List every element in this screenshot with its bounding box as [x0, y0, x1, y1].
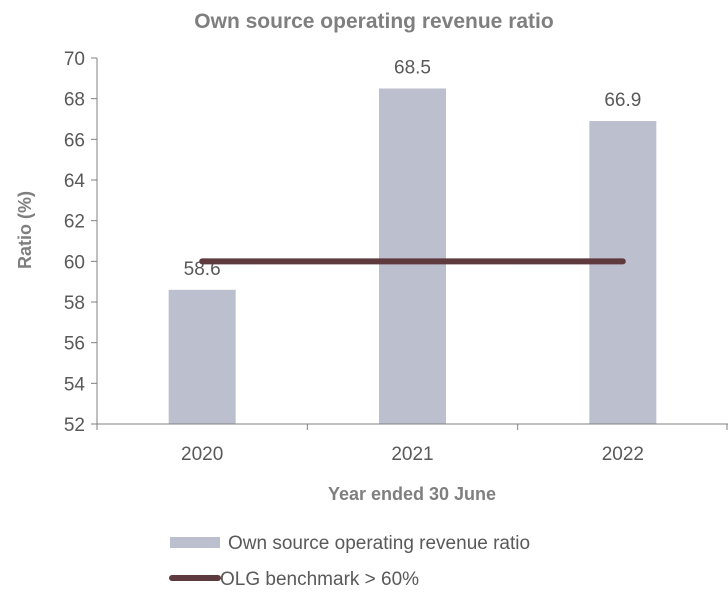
y-tick-label: 62 — [64, 212, 85, 233]
bar-series — [168, 88, 657, 425]
x-tick-label: 2021 — [391, 444, 433, 465]
y-tick-label: 56 — [64, 334, 85, 355]
y-axis: 52 54 56 58 60 62 64 66 68 70 — [64, 49, 98, 436]
bar — [379, 88, 446, 424]
y-tick-label: 60 — [64, 252, 85, 273]
bar-data-label: 68.5 — [394, 58, 431, 79]
x-tick-label: 2022 — [602, 444, 644, 465]
x-axis-label: Year ended 30 June — [328, 484, 496, 504]
x-axis: 2020 2021 2022 — [96, 423, 728, 465]
y-tick-label: 58 — [64, 293, 85, 314]
bar-data-label: 66.9 — [604, 90, 641, 111]
y-tick-label: 70 — [64, 49, 85, 70]
legend: Own source operating revenue ratio OLG b… — [169, 533, 530, 590]
x-tick-label: 2020 — [181, 444, 223, 465]
bar — [168, 289, 236, 424]
y-tick-label: 64 — [64, 171, 86, 192]
chart-title: Own source operating revenue ratio — [194, 10, 553, 33]
y-tick-label: 52 — [64, 415, 85, 436]
bar — [589, 121, 657, 425]
y-tick-label: 68 — [64, 90, 85, 111]
y-tick-label: 54 — [64, 374, 86, 395]
legend-swatch-bar — [170, 537, 220, 548]
y-axis-label: Ratio (%) — [15, 191, 35, 269]
legend-label-bar: Own source operating revenue ratio — [228, 533, 530, 554]
legend-label-line: OLG benchmark > 60% — [220, 569, 419, 590]
y-tick-label: 66 — [64, 130, 85, 151]
